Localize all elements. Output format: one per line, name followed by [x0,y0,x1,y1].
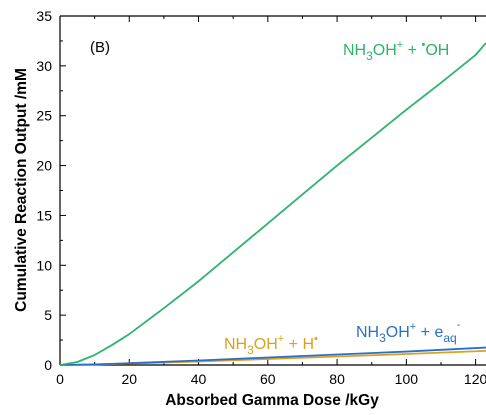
series-label-eaq: NH3OH+ + eaq- [356,319,461,345]
x-tick-label: 40 [191,371,207,387]
x-tick-label: 80 [329,371,345,387]
x-tick-label: 60 [260,371,276,387]
x-tick-label: 120 [464,371,486,387]
y-tick-label: 0 [44,357,52,373]
panel-label: (B) [90,39,110,56]
series-label-oh: NH3OH+ + •OH [343,39,449,63]
y-tick-label: 10 [36,257,52,273]
y-tick-label: 25 [36,108,52,124]
y-tick-label: 30 [36,58,52,74]
x-tick-label: 100 [395,371,419,387]
y-tick-label: 5 [44,307,52,323]
series-label-h: NH3OH+ + H• [224,333,318,357]
series-line-oh [59,42,486,366]
y-tick-label: 20 [36,158,52,174]
series-line-eaq [59,346,486,366]
y-tick-label: 35 [36,8,52,24]
plot-area: 0 20 40 60 80 100 120 0 5 10 15 20 25 30 35 [36,8,486,387]
y-tick-label: 15 [36,207,52,223]
x-tick-label: 0 [56,371,64,387]
x-axis-title: Absorbed Gamma Dose /kGy [165,392,379,409]
y-axis-title: Cumulative Reaction Output /mM [13,68,30,312]
x-tick-label: 20 [121,371,137,387]
